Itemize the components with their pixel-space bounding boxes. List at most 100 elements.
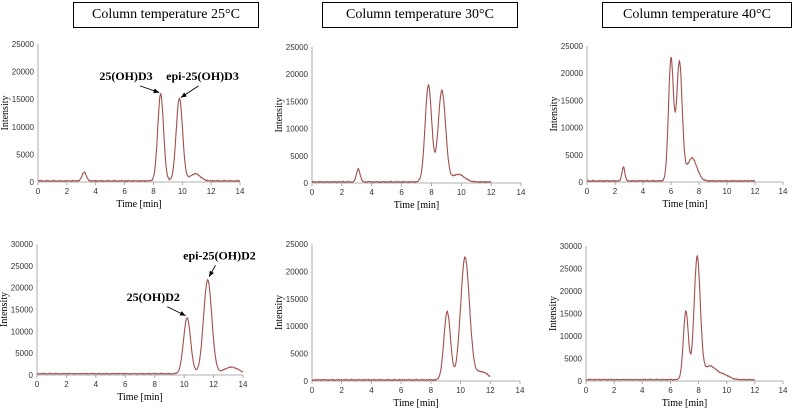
chart-2-trace-line [311, 83, 492, 184]
chart-1-y-tick-label: 25000 [12, 40, 35, 49]
chart-3-y-axis-label: Intensity [549, 97, 560, 132]
chart-4-y-tick-label: 10000 [11, 327, 34, 336]
chart-6-y-tick-label: 5000 [564, 355, 582, 364]
chart-1-x-tick-label: 12 [207, 187, 216, 196]
chart-3-x-tick-label: 4 [641, 187, 646, 196]
chart-3-y-tick-label: 25000 [561, 42, 584, 51]
chart-2-y-tick-label: 15000 [286, 97, 309, 106]
chart-6-x-tick-label: 8 [696, 386, 701, 395]
chart-4-x-tick-label: 6 [123, 380, 128, 389]
chart-4-x-tick-label: 2 [64, 380, 69, 389]
chart-1-y-tick-label: 15000 [12, 95, 35, 104]
chart-4-annotation-label: epi-25(OH)D2 [183, 248, 256, 262]
chart-3-y-tick-label: 0 [579, 178, 584, 187]
chart-5-y-tick-label: 5000 [290, 350, 308, 359]
chart-2-y-tick-label: 10000 [286, 125, 309, 134]
chart-2-x-axis-label: Time [min] [394, 200, 439, 211]
chart-6-x-tick-label: 14 [779, 386, 788, 395]
chart-1-annotation-label: 25(OH)D3 [99, 69, 152, 83]
chart-4-y-tick-label: 5000 [15, 349, 33, 358]
chart-5-y-tick-label: 0 [304, 377, 309, 386]
column-header-30c: Column temperature 30°C [322, 2, 518, 28]
chart-4-x-tick-label: 14 [239, 380, 248, 389]
chart-5-x-tick-label: 0 [310, 386, 315, 395]
chart-2-x-tick-label: 14 [517, 188, 526, 197]
chart-4-x-tick-label: 4 [94, 380, 99, 389]
chart-5-x-tick-label: 6 [399, 386, 404, 395]
chart-1-y-tick-label: 5000 [16, 150, 34, 159]
chart-4-y-tick-label: 30000 [11, 240, 34, 249]
column-header-25c: Column temperature 25°C [73, 2, 259, 28]
chart-3-y-tick-label: 20000 [561, 69, 584, 78]
chart-4-x-tick-label: 8 [152, 380, 157, 389]
chart-5-x-tick-label: 14 [516, 386, 525, 395]
chart-2-x-tick-label: 12 [487, 188, 496, 197]
chart-6-y-tick-label: 0 [578, 377, 583, 386]
chart-1-y-axis-label: Intensity [0, 96, 11, 131]
chart-2-x-tick-label: 0 [310, 188, 315, 197]
chart-3-y-tick-label: 15000 [561, 96, 584, 105]
chart-2-y-tick-label: 0 [304, 179, 309, 188]
chart-6-y-tick-label: 20000 [560, 287, 583, 296]
chart-5-x-tick-label: 2 [339, 386, 344, 395]
chart-3-y-tick-label: 10000 [561, 124, 584, 133]
chart-6-x-tick-label: 10 [722, 386, 731, 395]
chart-6-trace-line [585, 254, 756, 382]
chart-3-y-tick-label: 5000 [565, 151, 583, 160]
chart-4-x-tick-label: 10 [180, 380, 189, 389]
chart-1-annotation-label: epi-25(OH)D3 [166, 69, 239, 83]
chart-5-x-tick-label: 8 [429, 386, 434, 395]
chart-2-x-tick-label: 8 [429, 188, 434, 197]
chart-1-x-axis-label: Time [min] [116, 199, 161, 210]
chart-6-x-axis-label: Time [min] [662, 398, 707, 409]
chart-1-x-tick-label: 2 [65, 187, 70, 196]
chart-2-x-tick-label: 2 [340, 188, 345, 197]
chart-6-y-tick-label: 10000 [560, 332, 583, 341]
chart-5-y-tick-label: 15000 [286, 295, 309, 304]
chart-5-y-tick-label: 10000 [286, 322, 309, 331]
chart-2-y-tick-label: 20000 [286, 70, 309, 79]
chart-4-trace-line [36, 278, 244, 376]
chart-3-x-tick-label: 10 [723, 187, 732, 196]
chart-3-x-tick-label: 0 [585, 187, 590, 196]
chart-1-x-tick-label: 6 [122, 187, 127, 196]
chart-6-y-axis-label: Intensity [548, 296, 559, 331]
chart-1-x-tick-label: 10 [178, 187, 187, 196]
chart-1-x-tick-label: 14 [236, 187, 245, 196]
chart-6-y-tick-label: 15000 [560, 310, 583, 319]
chart-1-x-tick-label: 0 [36, 187, 41, 196]
chart-1-y-tick-label: 10000 [12, 123, 35, 132]
chart-2-y-tick-label: 25000 [286, 43, 309, 52]
chart-4-y-tick-label: 15000 [11, 306, 34, 315]
chart-4-annotation-arrowhead [209, 270, 214, 277]
chart-3-x-axis-label: Time [min] [662, 199, 707, 210]
chart-6-x-tick-label: 12 [750, 386, 759, 395]
chart-6-x-tick-label: 4 [640, 386, 645, 395]
chart-5-trace-line [311, 256, 491, 382]
chart-4-annotation-label: 25(OH)D2 [127, 290, 180, 304]
chart-4-y-tick-label: 25000 [11, 262, 34, 271]
chart-1-annotation-arrowhead [180, 92, 187, 98]
chart-3-x-tick-label: 14 [779, 187, 788, 196]
chart-6-x-tick-label: 2 [612, 386, 617, 395]
chart-6-x-tick-label: 6 [668, 386, 673, 395]
chart-1-trace-line [37, 92, 241, 183]
chart-2-y-tick-label: 5000 [290, 152, 308, 161]
chart-4-x-axis-label: Time [min] [117, 392, 162, 403]
chart-1-annotation-arrowhead [153, 88, 160, 93]
chart-3-x-tick-label: 2 [613, 187, 618, 196]
chart-1-x-tick-label: 4 [93, 187, 98, 196]
chart-4-y-tick-label: 20000 [11, 284, 34, 293]
chart-4-annotation-arrowhead [179, 311, 186, 316]
chart-5-y-tick-label: 25000 [286, 240, 309, 249]
chart-2-x-tick-label: 4 [369, 188, 374, 197]
chart-5-x-axis-label: Time [min] [393, 398, 438, 409]
chart-5-x-tick-label: 12 [486, 386, 495, 395]
chart-6-x-tick-label: 0 [584, 386, 589, 395]
chart-2-x-tick-label: 10 [457, 188, 466, 197]
chart-4-x-tick-label: 0 [35, 380, 40, 389]
chart-3-x-tick-label: 6 [669, 187, 674, 196]
chart-5-x-tick-label: 10 [456, 386, 465, 395]
chart-5-y-axis-label: Intensity [274, 295, 285, 330]
